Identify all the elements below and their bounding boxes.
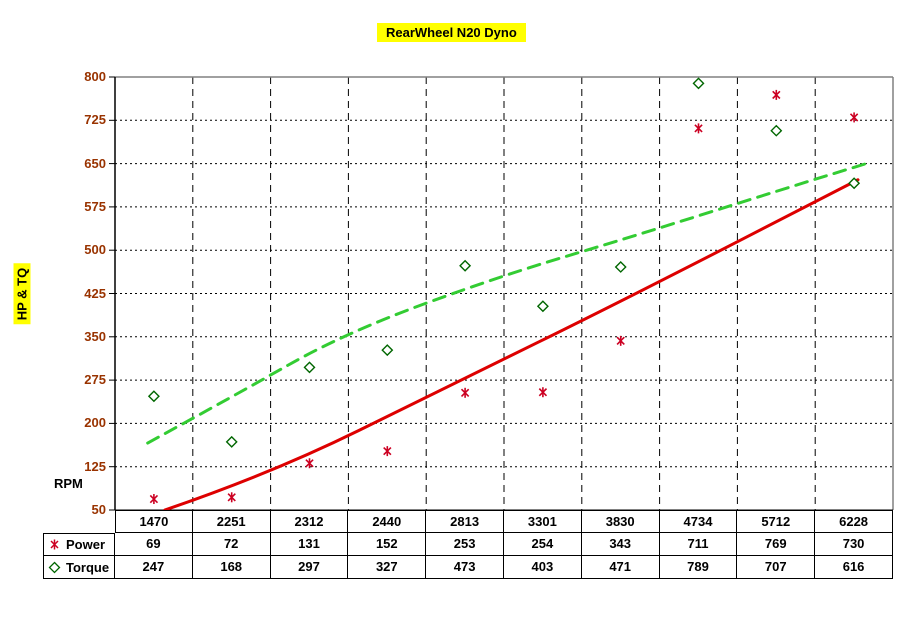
- series-label-text: Torque: [66, 559, 110, 575]
- chart-title: RearWheel N20 Dyno: [377, 23, 526, 42]
- torque-value-cell: 247: [115, 556, 193, 579]
- y-tick-label: 500: [84, 242, 106, 258]
- torque-value-cell: 327: [348, 556, 427, 579]
- table-corner-blank: [43, 510, 115, 533]
- torque-value-cell: 707: [737, 556, 816, 579]
- power-data-point: [227, 492, 236, 503]
- torque-value-cell: 297: [270, 556, 349, 579]
- rpm-header-cell: 3301: [503, 510, 582, 533]
- power-value-cell: 72: [192, 533, 271, 556]
- power-value-cell: 730: [815, 533, 893, 556]
- torque-value-cell: 789: [659, 556, 738, 579]
- y-tick-label: 725: [84, 112, 106, 128]
- torque-data-point: [848, 177, 861, 190]
- rpm-header-cell: 4734: [659, 510, 738, 533]
- y-tick-label: 350: [84, 328, 106, 344]
- power-value-cell: 131: [270, 533, 349, 556]
- power-value-cell: 769: [737, 533, 816, 556]
- power-value-cell: 711: [659, 533, 738, 556]
- rpm-header-cell: 3830: [581, 510, 660, 533]
- data-table: 1470 2251 2312 2440 2813 3301 3830 4734 5712 6228…: [43, 510, 893, 579]
- power-data-point: [383, 446, 392, 457]
- rpm-header-cell: 6228: [815, 510, 893, 533]
- torque-value-cell: 471: [581, 556, 660, 579]
- y-tick-label: 800: [84, 69, 106, 84]
- rpm-header-cell: 2251: [192, 510, 271, 533]
- power-data-point: [538, 387, 548, 398]
- rpm-header-cell: 2440: [348, 510, 427, 533]
- power-data-point: [694, 123, 703, 134]
- y-tick-label: 50: [91, 502, 106, 517]
- rpm-header-cell: 2312: [270, 510, 349, 533]
- torque-trend-line: [146, 161, 870, 445]
- power-data-point: [616, 335, 625, 346]
- torque-data-point: [614, 260, 627, 273]
- y-tick-label: 125: [84, 458, 106, 474]
- torque-data-point: [303, 361, 316, 374]
- power-data-point: [149, 494, 159, 505]
- torque-data-point: [381, 344, 394, 357]
- power-trend-line: [163, 178, 860, 512]
- power-value-cell: 254: [503, 533, 582, 556]
- y-tick-label: 275: [84, 372, 106, 388]
- asterisk-legend-icon: [50, 539, 59, 550]
- rpm-header-cell: 1470: [115, 510, 193, 533]
- power-data-point: [772, 89, 781, 100]
- power-value-cell: 69: [115, 533, 193, 556]
- power-data-point: [305, 458, 314, 469]
- y-tick-label: 200: [84, 415, 106, 431]
- torque-data-point: [147, 390, 160, 403]
- power-value-cell: 253: [426, 533, 504, 556]
- torque-data-point: [225, 435, 238, 448]
- torque-data-point: [692, 77, 705, 90]
- rpm-header-cell: 2813: [426, 510, 504, 533]
- y-tick-label: 575: [84, 198, 106, 214]
- series-label-power: Power: [43, 533, 115, 556]
- torque-data-point: [536, 300, 549, 313]
- power-data-point: [460, 387, 470, 398]
- rpm-header-cell: 5712: [737, 510, 816, 533]
- power-data-point: [849, 112, 859, 123]
- torque-value-cell: 403: [503, 556, 582, 579]
- diamond-legend-icon: [48, 561, 61, 573]
- series-label-torque: Torque: [43, 556, 115, 579]
- torque-value-cell: 616: [815, 556, 893, 579]
- y-tick-label: 650: [84, 155, 106, 171]
- series-label-text: Power: [66, 537, 106, 552]
- torque-data-point: [770, 124, 783, 137]
- torque-value-cell: 168: [192, 556, 271, 579]
- power-value-cell: 152: [348, 533, 427, 556]
- x-axis-title: RPM: [54, 476, 83, 491]
- y-tick-label: 425: [84, 285, 106, 301]
- torque-value-cell: 473: [426, 556, 504, 579]
- power-value-cell: 343: [581, 533, 660, 556]
- torque-data-point: [459, 259, 472, 272]
